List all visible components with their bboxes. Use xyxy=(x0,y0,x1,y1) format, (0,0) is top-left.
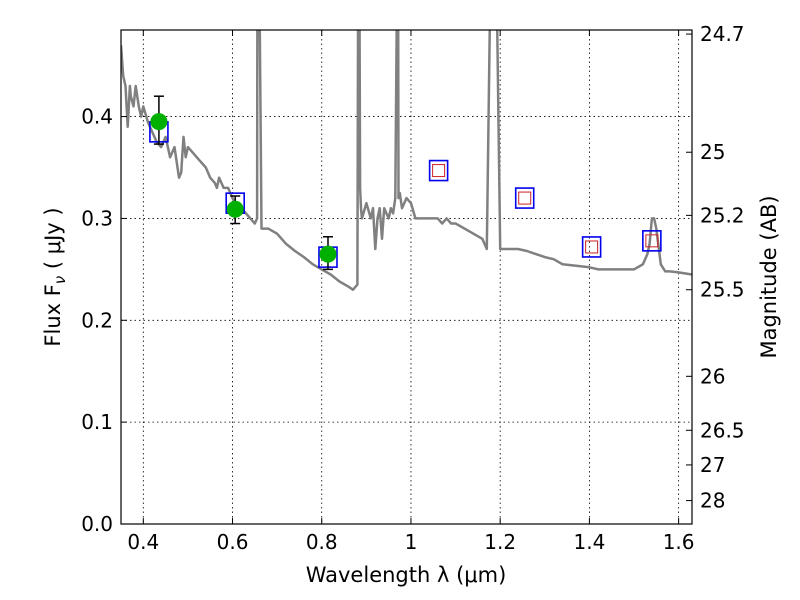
y2-tick-label: 25 xyxy=(700,140,725,164)
y-tick-label: 0.0 xyxy=(81,512,113,536)
y2-tick-label: 27 xyxy=(700,453,725,477)
y-tick-label: 0.2 xyxy=(81,308,113,332)
grid xyxy=(121,30,692,525)
model-photometry-box xyxy=(642,230,662,252)
y-tick-label: 0.3 xyxy=(81,206,113,230)
y-axis-label-subscript: ν xyxy=(51,276,69,284)
upper-limit-box xyxy=(518,191,532,205)
upper-limit-box xyxy=(585,240,599,254)
x-tick-label: 1.6 xyxy=(663,530,695,554)
y2-tick-label: 25.5 xyxy=(700,278,745,302)
upper-limit-box xyxy=(645,234,659,248)
plot-frame xyxy=(120,29,693,525)
x-tick-label: 1.4 xyxy=(573,530,605,554)
y-tick-label: 0.1 xyxy=(81,410,113,434)
observed-point xyxy=(150,113,168,131)
x-tick-label: 0.4 xyxy=(127,530,159,554)
upper-limit-box xyxy=(432,164,446,178)
x-tick-label: 0.6 xyxy=(217,530,249,554)
x-tick-label: 1 xyxy=(405,530,418,554)
model-photometry-box xyxy=(581,236,602,258)
y2-tick-label: 28 xyxy=(700,489,725,513)
x-tick-label: 1.2 xyxy=(484,530,516,554)
y2-tick-label: 25.2 xyxy=(700,203,745,227)
y2-tick-label: 24.7 xyxy=(700,22,745,46)
y-axis-label: Flux Fν ( μJy ) xyxy=(41,207,69,346)
y2-axis-label: Magnitude (AB) xyxy=(757,195,781,358)
x-axis-label: Wavelength λ (μm) xyxy=(306,563,507,587)
y2-tick-label: 26.5 xyxy=(700,418,745,442)
axis-ticks: 0.4 0.6 0.8 1 1.2 1.4 1.6 0.0 0.1 0.2 0.3 0.4 24.7 25… xyxy=(81,22,744,554)
model-photometry-box xyxy=(514,187,535,209)
y2-tick-label: 26 xyxy=(700,364,725,388)
observed-point xyxy=(226,200,244,218)
observed-point xyxy=(319,245,337,263)
x-tick-label: 0.8 xyxy=(306,530,338,554)
y-tick-label: 0.4 xyxy=(81,105,113,129)
y-axis-label-main: Flux F xyxy=(41,284,65,346)
model-photometry-box xyxy=(428,159,449,182)
plot-area xyxy=(121,30,692,291)
model-spectrum-line xyxy=(121,30,692,291)
y-axis-label-unit: ( μJy ) xyxy=(41,207,65,275)
